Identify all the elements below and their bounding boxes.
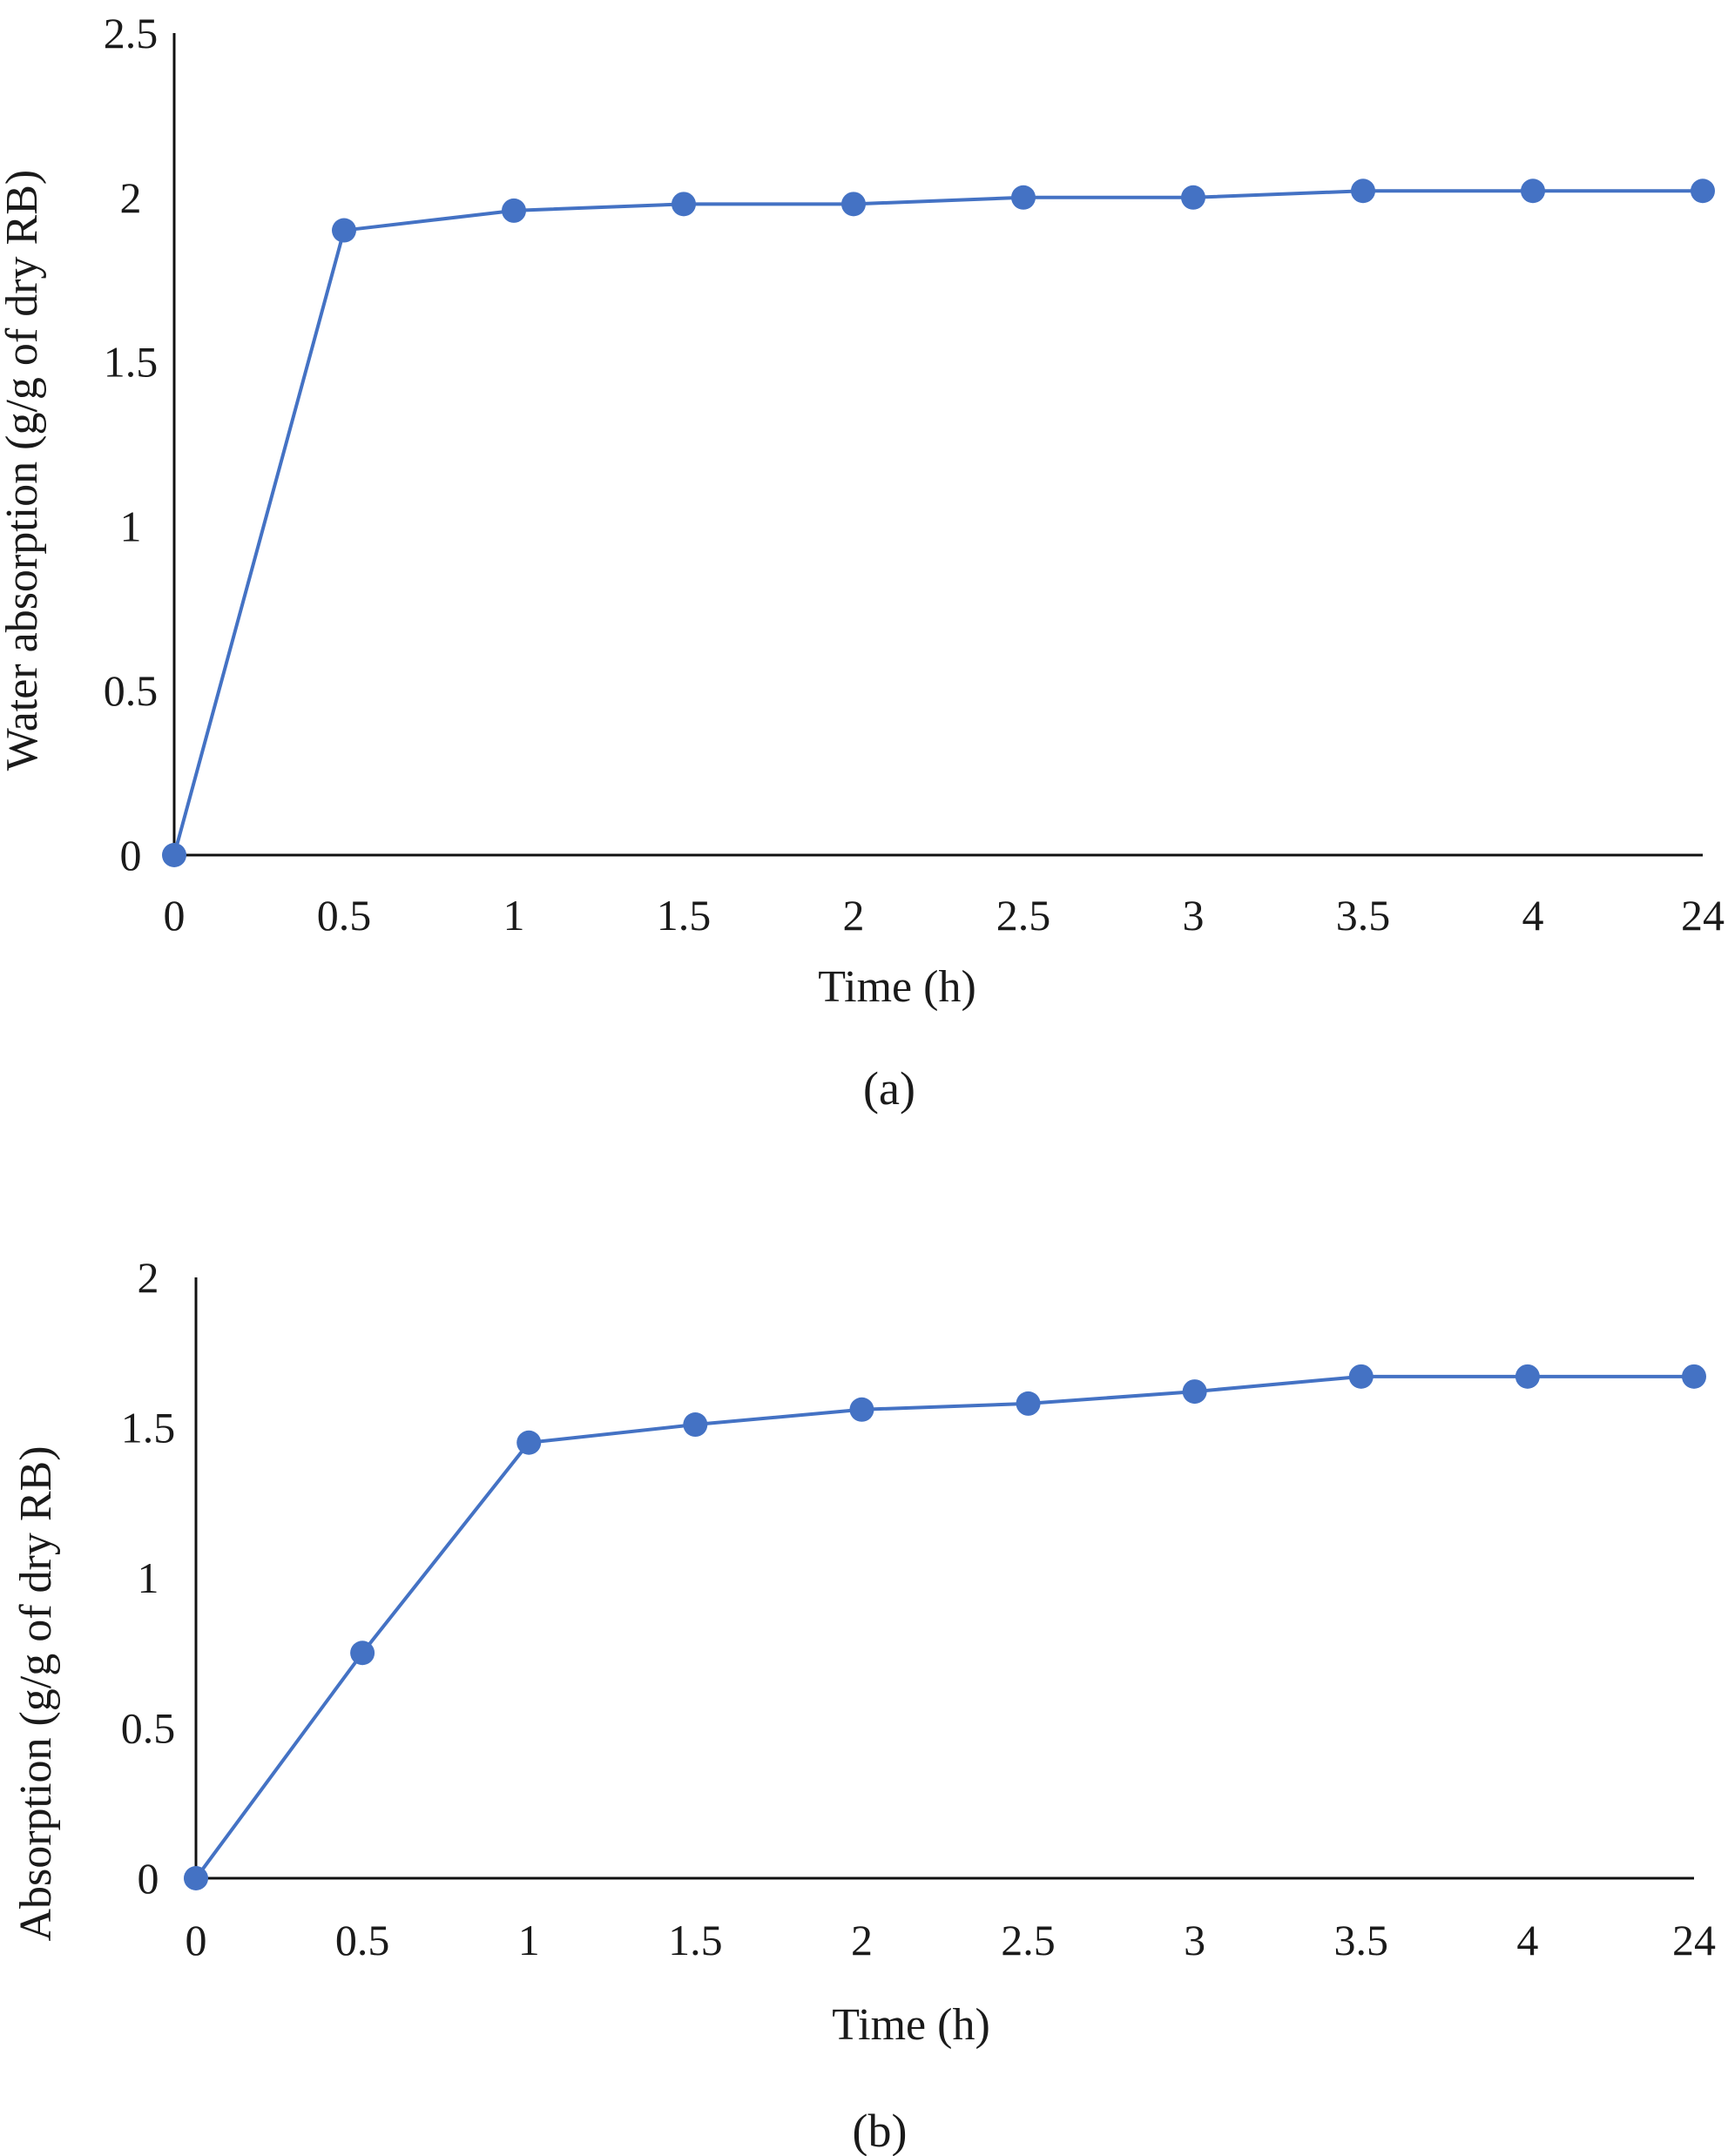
chart-b-x-tick-label: 4 xyxy=(1516,1916,1538,1964)
chart-a-data-point xyxy=(332,218,356,243)
chart-a-data-point xyxy=(1691,179,1715,204)
chart-a-data-point xyxy=(841,192,866,217)
chart-b-data-point xyxy=(1182,1379,1207,1405)
chart-b-y-tick-label: 1 xyxy=(138,1553,159,1602)
chart-a-data-point xyxy=(1181,185,1205,210)
chart-b-data-point xyxy=(1515,1364,1540,1389)
chart-b-x-tick-label: 1 xyxy=(518,1916,540,1964)
chart-b-data-point xyxy=(1016,1391,1041,1416)
chart-a-data-point xyxy=(1011,185,1036,210)
chart-b-x-tick-label: 3.5 xyxy=(1334,1916,1389,1964)
chart-b-series-line xyxy=(194,1374,1694,1880)
chart-b-x-tick-label: 2 xyxy=(851,1916,873,1964)
chart-a-svg: Water absorption (g/g of dry RB) Time (h… xyxy=(0,9,1725,1115)
chart-panel-a: Water absorption (g/g of dry RB) Time (h… xyxy=(0,9,1725,1115)
chart-a-data-point xyxy=(1351,179,1375,204)
chart-a-x-tick-label: 4 xyxy=(1522,891,1544,940)
chart-a-y-axis-title: Water absorption (g/g of dry RB) xyxy=(0,170,47,771)
chart-b-data-point xyxy=(350,1641,375,1666)
chart-a-x-tick-label: 0.5 xyxy=(317,891,372,940)
chart-b-data-point xyxy=(516,1430,542,1455)
chart-b-data-point xyxy=(683,1412,708,1438)
chart-b-y-tick-label: 1.5 xyxy=(121,1404,176,1452)
chart-a-x-tick-label: 24 xyxy=(1681,891,1725,940)
chart-a-x-tick-label: 3 xyxy=(1183,891,1205,940)
chart-a-y-tick-label: 0.5 xyxy=(104,666,159,715)
chart-a-data-point xyxy=(672,192,696,217)
chart-b-x-tick-label: 2.5 xyxy=(1001,1916,1056,1964)
chart-a-x-axis-title: Time (h) xyxy=(818,962,976,1012)
chart-a-y-tick-label: 2.5 xyxy=(104,9,159,57)
chart-b-data-point xyxy=(849,1397,874,1422)
chart-b-y-tick-label: 2 xyxy=(138,1253,159,1302)
chart-a-x-tick-label: 1 xyxy=(503,891,525,940)
chart-b-data-point xyxy=(1348,1364,1374,1389)
chart-b-data-point xyxy=(184,1866,208,1890)
chart-a-data-point xyxy=(1521,179,1545,204)
chart-b-marks: 0 0.5 1 1.5 2 0 0.5 1 1.5 2 2.5 3 3.5 4 24 xyxy=(121,1253,1716,1964)
chart-b-svg: Absorption (g/g of dry RB) Time (h) (b) … xyxy=(11,1253,1716,2156)
chart-b-x-tick-label: 24 xyxy=(1672,1916,1716,1964)
chart-a-x-tick-label: 3.5 xyxy=(1336,891,1391,940)
chart-b-x-tick-label: 0 xyxy=(186,1916,207,1964)
chart-a-series-line xyxy=(172,189,1703,856)
chart-panel-b: Absorption (g/g of dry RB) Time (h) (b) … xyxy=(0,1232,1728,2156)
chart-b-y-tick-label: 0 xyxy=(138,1854,159,1903)
chart-b-y-tick-label: 0.5 xyxy=(121,1704,176,1753)
chart-a-marks: 0 0.5 1 1.5 2 2.5 0 0.5 1 1.5 2 2.5 3 3.5 4 24 xyxy=(104,9,1725,940)
chart-a-y-tick-label: 2 xyxy=(120,173,142,222)
chart-a-data-point xyxy=(162,843,186,867)
chart-a-x-tick-label: 0 xyxy=(164,891,186,940)
chart-a-x-tick-label: 2 xyxy=(843,891,865,940)
chart-b-x-axis-title: Time (h) xyxy=(832,2000,990,2050)
chart-a-y-tick-label: 0 xyxy=(120,831,142,879)
chart-b-panel-caption: (b) xyxy=(853,2105,908,2156)
chart-a-x-tick-label: 1.5 xyxy=(657,891,712,940)
chart-b-y-axis-title: Absorption (g/g of dry RB) xyxy=(11,1445,61,1941)
chart-a-x-tick-label: 2.5 xyxy=(996,891,1051,940)
chart-a-y-tick-label: 1 xyxy=(120,502,142,550)
chart-a-data-point xyxy=(502,198,526,223)
chart-b-x-tick-label: 0.5 xyxy=(335,1916,390,1964)
chart-b-x-tick-label: 3 xyxy=(1184,1916,1205,1964)
chart-b-data-point xyxy=(1682,1364,1706,1389)
chart-a-panel-caption: (a) xyxy=(863,1062,915,1115)
chart-a-y-tick-label: 1.5 xyxy=(104,338,159,387)
chart-b-x-tick-label: 1.5 xyxy=(668,1916,723,1964)
